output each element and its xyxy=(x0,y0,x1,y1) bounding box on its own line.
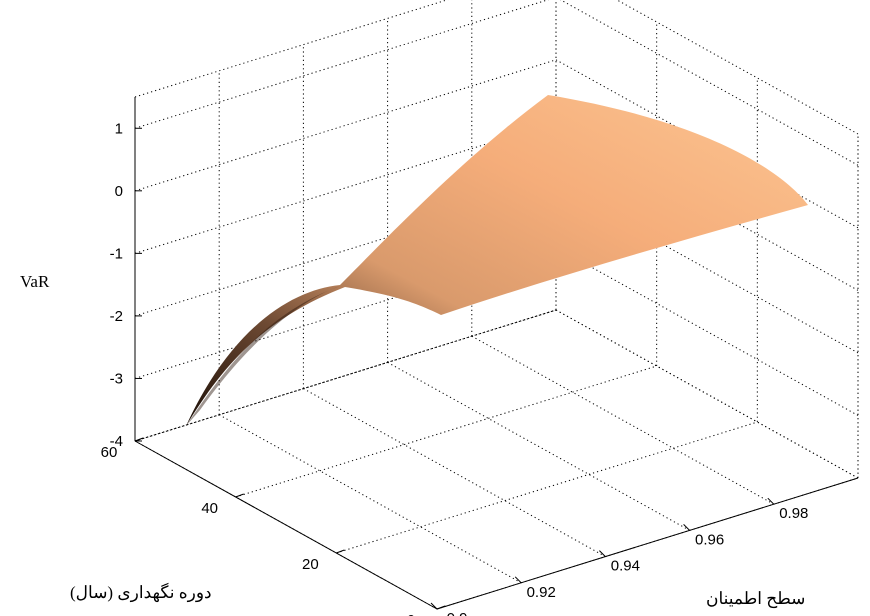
floor-grid-line xyxy=(218,414,522,584)
z-tick-label: -4 xyxy=(110,433,123,450)
box-edge xyxy=(134,0,449,98)
x-tick-label: 0.92 xyxy=(527,584,556,601)
x-tick-label: 0.98 xyxy=(779,505,808,522)
y-tick-labels: 0 20 40 60 xyxy=(101,444,416,616)
x-tick-mark xyxy=(683,524,690,531)
x-tick-mark xyxy=(514,576,522,584)
z-tick-label: 0 xyxy=(115,183,123,200)
y-tick-mark xyxy=(436,605,446,610)
wall-grid-line xyxy=(134,0,549,129)
floor-grid-line xyxy=(471,335,775,505)
axis-lines xyxy=(134,97,859,610)
z-tick-label: -2 xyxy=(110,308,123,325)
z-axis-label: VaR xyxy=(20,272,50,291)
x-tick-mark xyxy=(599,550,606,557)
floor-grid-line xyxy=(387,361,690,531)
x-tick-labels: 0.9 0.92 0.94 0.96 0.98 xyxy=(447,505,809,616)
z-tick-label: 1 xyxy=(115,120,123,137)
wall-grid-line xyxy=(559,0,859,166)
y-tick-label: 20 xyxy=(302,556,319,573)
y-tick-label: 40 xyxy=(201,500,218,517)
y-tick-mark xyxy=(134,437,144,442)
box-edge xyxy=(616,0,859,135)
x-tick-mark xyxy=(430,602,438,610)
axis-grid xyxy=(134,0,859,610)
z-tick-label: -3 xyxy=(110,370,123,387)
x-axis-label: سطح اطمینان xyxy=(706,589,805,609)
surface-mesh xyxy=(186,95,808,426)
wall-grid-line xyxy=(134,309,557,442)
surface-ridge-shade xyxy=(186,286,340,426)
x-tick-label: 0.96 xyxy=(695,531,724,548)
z-tick-labels: -4 -3 -2 -1 0 1 xyxy=(110,120,123,450)
y-axis-line xyxy=(134,440,438,610)
y-axis-label: دوره نگهداری (سال) xyxy=(70,582,212,603)
surface xyxy=(186,95,808,426)
wall-grid-line xyxy=(555,247,859,416)
y-tick-label: 60 xyxy=(101,444,118,461)
z-tick-label: -1 xyxy=(110,245,123,262)
x-tick-mark xyxy=(767,497,775,505)
floor-grid-line xyxy=(303,388,606,558)
x-tick-label: 0.9 xyxy=(447,610,468,616)
x-tick-label: 0.94 xyxy=(611,558,640,575)
y-tick-label: 0 xyxy=(407,612,415,616)
y-tick-mark xyxy=(336,549,345,554)
wall-grid-line xyxy=(555,309,859,479)
y-tick-mark xyxy=(235,493,244,498)
x-axis-line xyxy=(436,477,859,610)
wall-grid-line xyxy=(555,184,859,354)
